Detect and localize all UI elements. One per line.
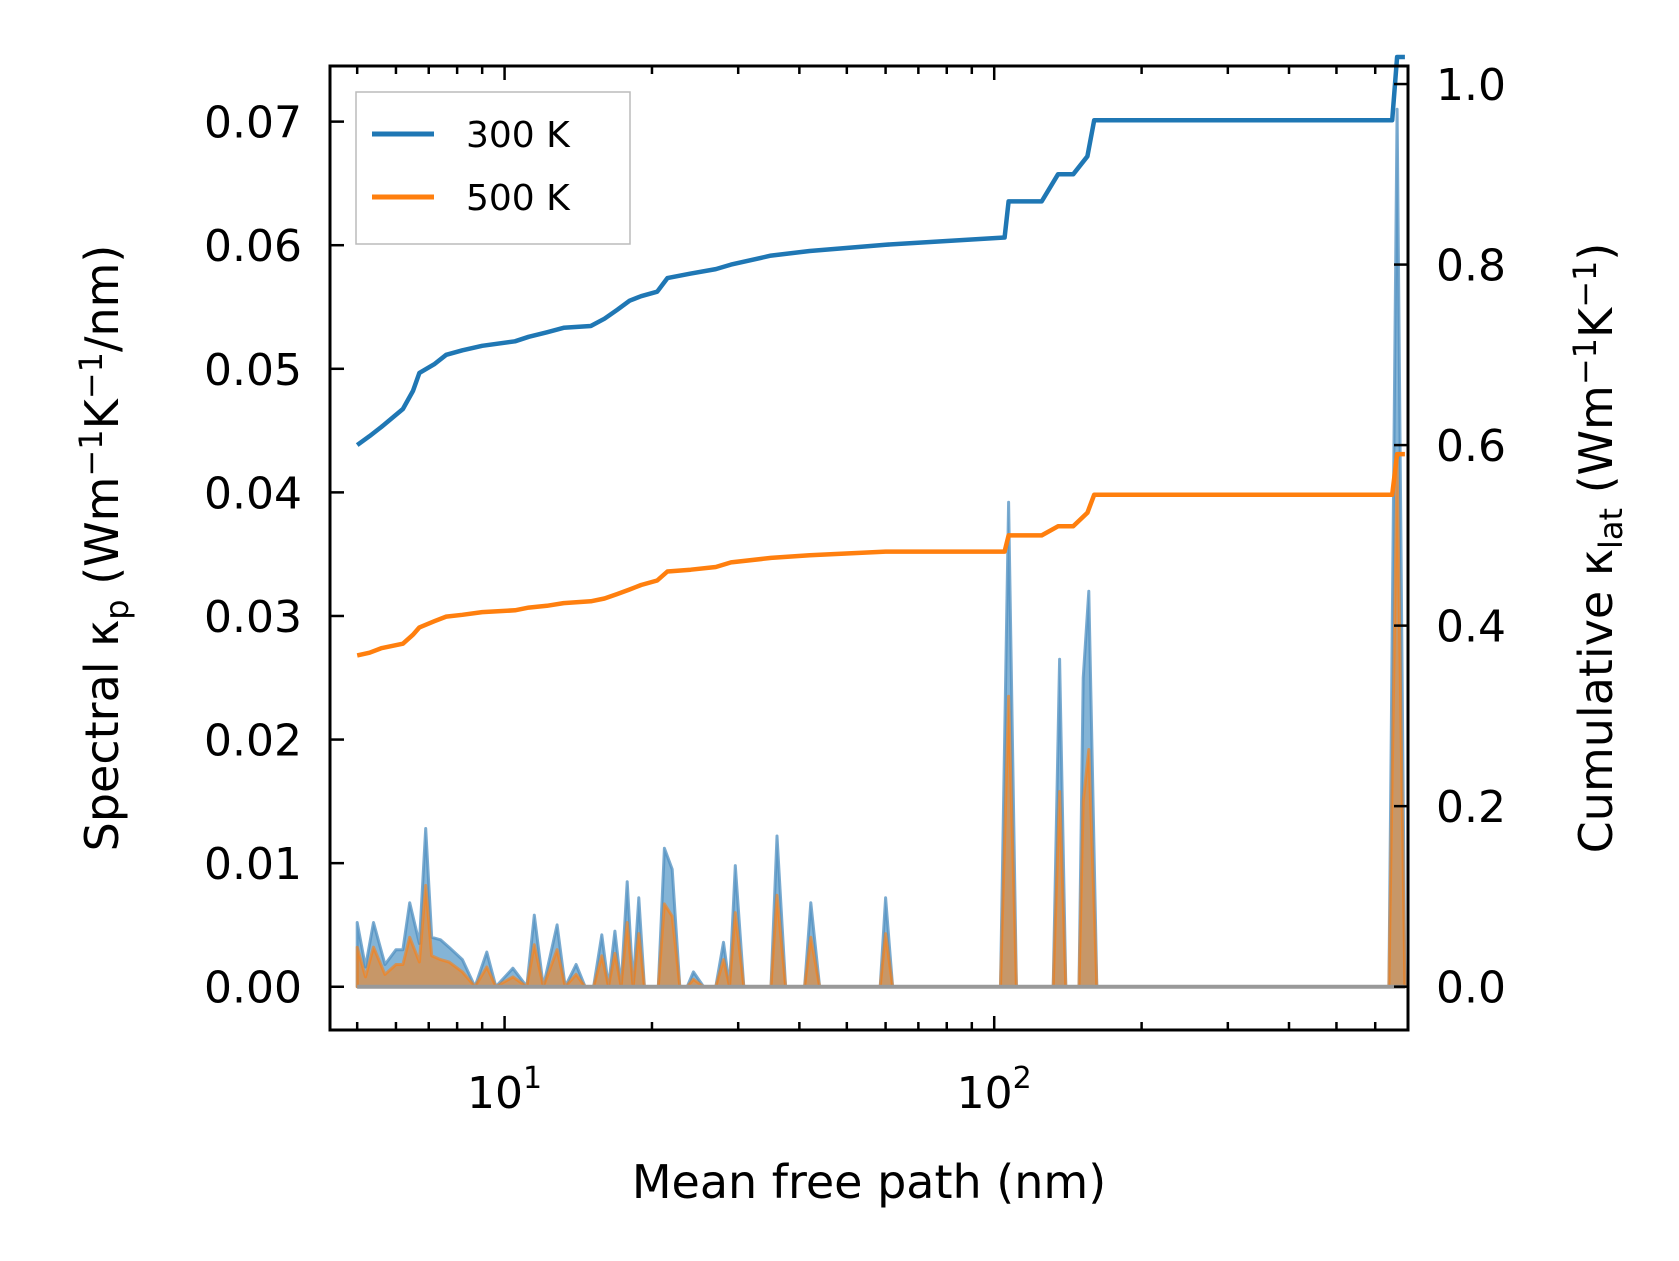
legend-box bbox=[355, 91, 631, 245]
spectral-fills bbox=[355, 107, 1407, 989]
legend: 300 K 500 K bbox=[355, 91, 631, 245]
legend-label-300k: 300 K bbox=[466, 115, 571, 156]
y-left-tick-label: 0.05 bbox=[204, 345, 302, 396]
y-left-tick-label: 0.07 bbox=[204, 98, 302, 149]
y-right-tick-label: 0.6 bbox=[1436, 421, 1506, 472]
y-right-tick-label: 1.0 bbox=[1436, 60, 1506, 111]
y-left-tick-label: 0.03 bbox=[204, 592, 302, 643]
y-left-tick-label: 0.00 bbox=[204, 963, 302, 1014]
y-left-tick-label: 0.02 bbox=[204, 716, 302, 767]
right-y-axis: 0.0 0.2 0.4 0.6 0.8 1.0 bbox=[1394, 60, 1506, 1014]
left-y-axis: 0.00 0.01 0.02 0.03 0.04 0.05 0.06 0.07 bbox=[204, 98, 344, 1014]
y-left-tick-label: 0.04 bbox=[204, 468, 302, 519]
cumulative-lines bbox=[355, 54, 1405, 658]
y-right-tick-label: 0.4 bbox=[1436, 602, 1506, 653]
y-right-tick-label: 0.0 bbox=[1436, 963, 1506, 1014]
x-axis: 101 102 bbox=[355, 66, 1410, 1119]
y-left-tick-label: 0.01 bbox=[204, 839, 302, 890]
y-left-tick-label: 0.06 bbox=[204, 221, 302, 272]
left-y-axis-label: Spectral κp (Wm−1K−1/nm) bbox=[72, 245, 136, 852]
y-right-tick-label: 0.8 bbox=[1436, 241, 1506, 292]
x-axis-label: Mean free path (nm) bbox=[632, 1155, 1106, 1209]
spectral-area-500k bbox=[355, 460, 1407, 989]
y-right-tick-label: 0.2 bbox=[1436, 782, 1506, 833]
plot-frame bbox=[328, 64, 1410, 1032]
legend-label-500k: 500 K bbox=[466, 178, 571, 219]
x-tick-label: 101 bbox=[467, 1061, 542, 1119]
cumulative-line-300k bbox=[355, 54, 1405, 447]
right-y-axis-label: Cumulative κlat (Wm−1K−1) bbox=[1566, 243, 1630, 854]
x-tick-label: 102 bbox=[957, 1061, 1032, 1119]
cumulative-line-500k bbox=[356, 451, 1405, 658]
